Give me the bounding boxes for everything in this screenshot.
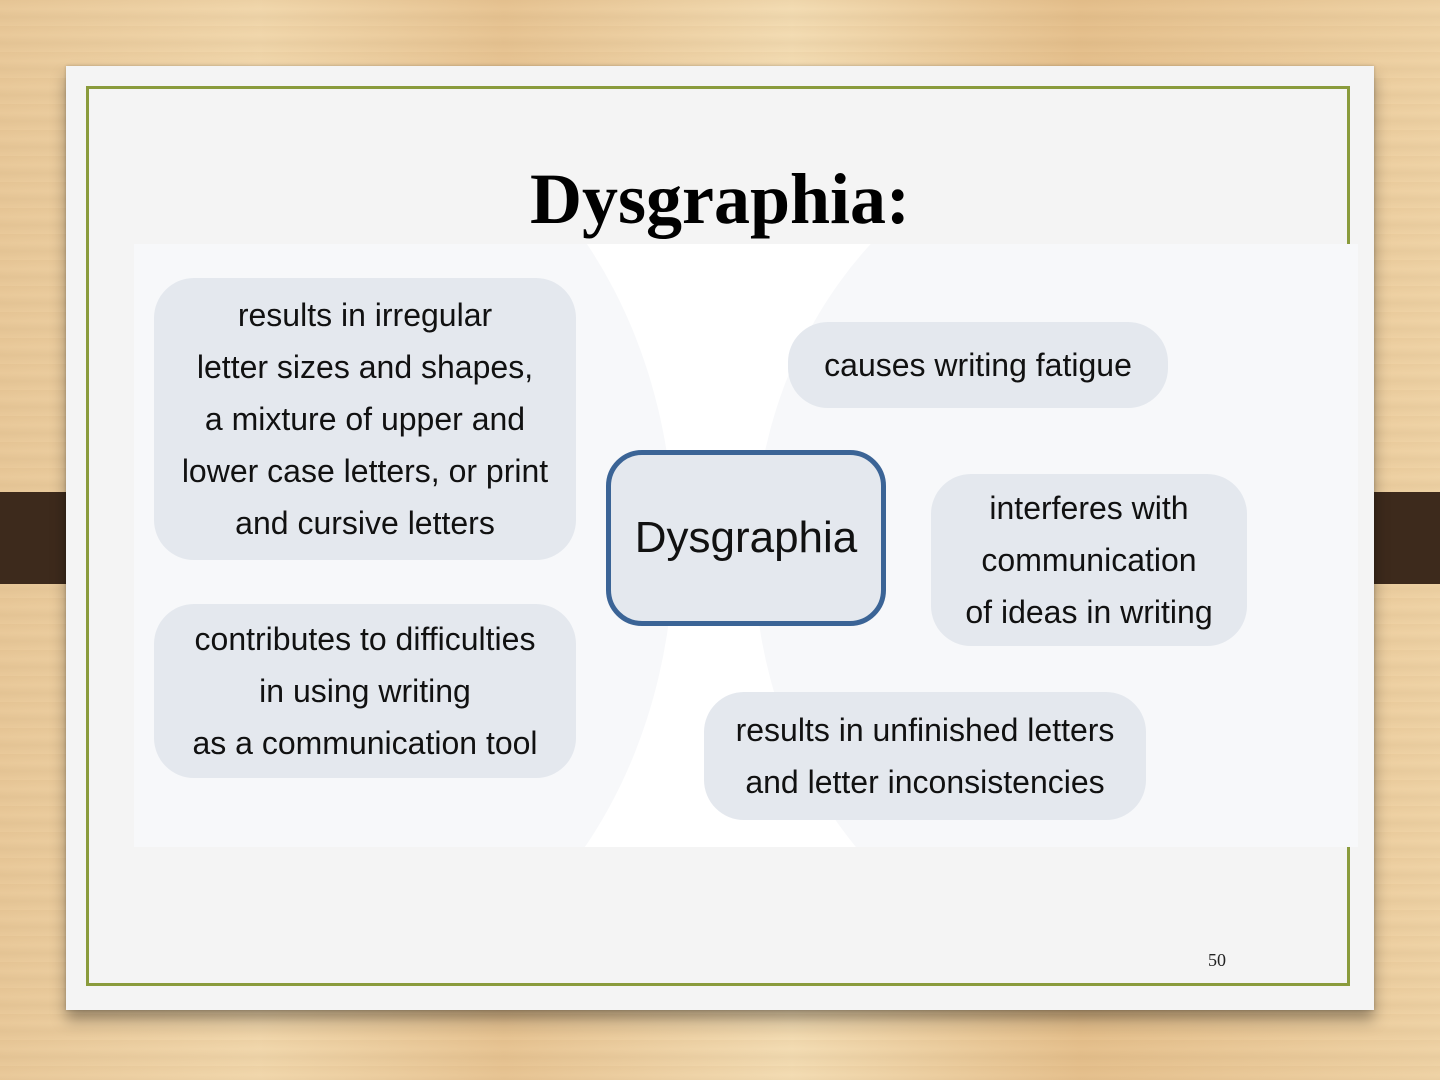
node-writing-fatigue: causes writing fatigue	[788, 322, 1168, 408]
slide-title: Dysgraphia:	[529, 159, 911, 239]
slide-card: Dysgraphia: results in irregular letter …	[66, 66, 1374, 1010]
node-unfinished-letters: results in unfinished letters and letter…	[704, 692, 1146, 820]
page-number: 50	[1208, 950, 1226, 970]
center-node-dysgraphia: Dysgraphia	[606, 450, 886, 626]
mind-map-diagram: results in irregular letter sizes and sh…	[134, 244, 1358, 847]
node-communication-of-ideas: interferes with communication of ideas i…	[931, 474, 1247, 646]
node-irregular-letters: results in irregular letter sizes and sh…	[154, 278, 576, 560]
node-communication-tool: contributes to difficulties in using wri…	[154, 604, 576, 778]
